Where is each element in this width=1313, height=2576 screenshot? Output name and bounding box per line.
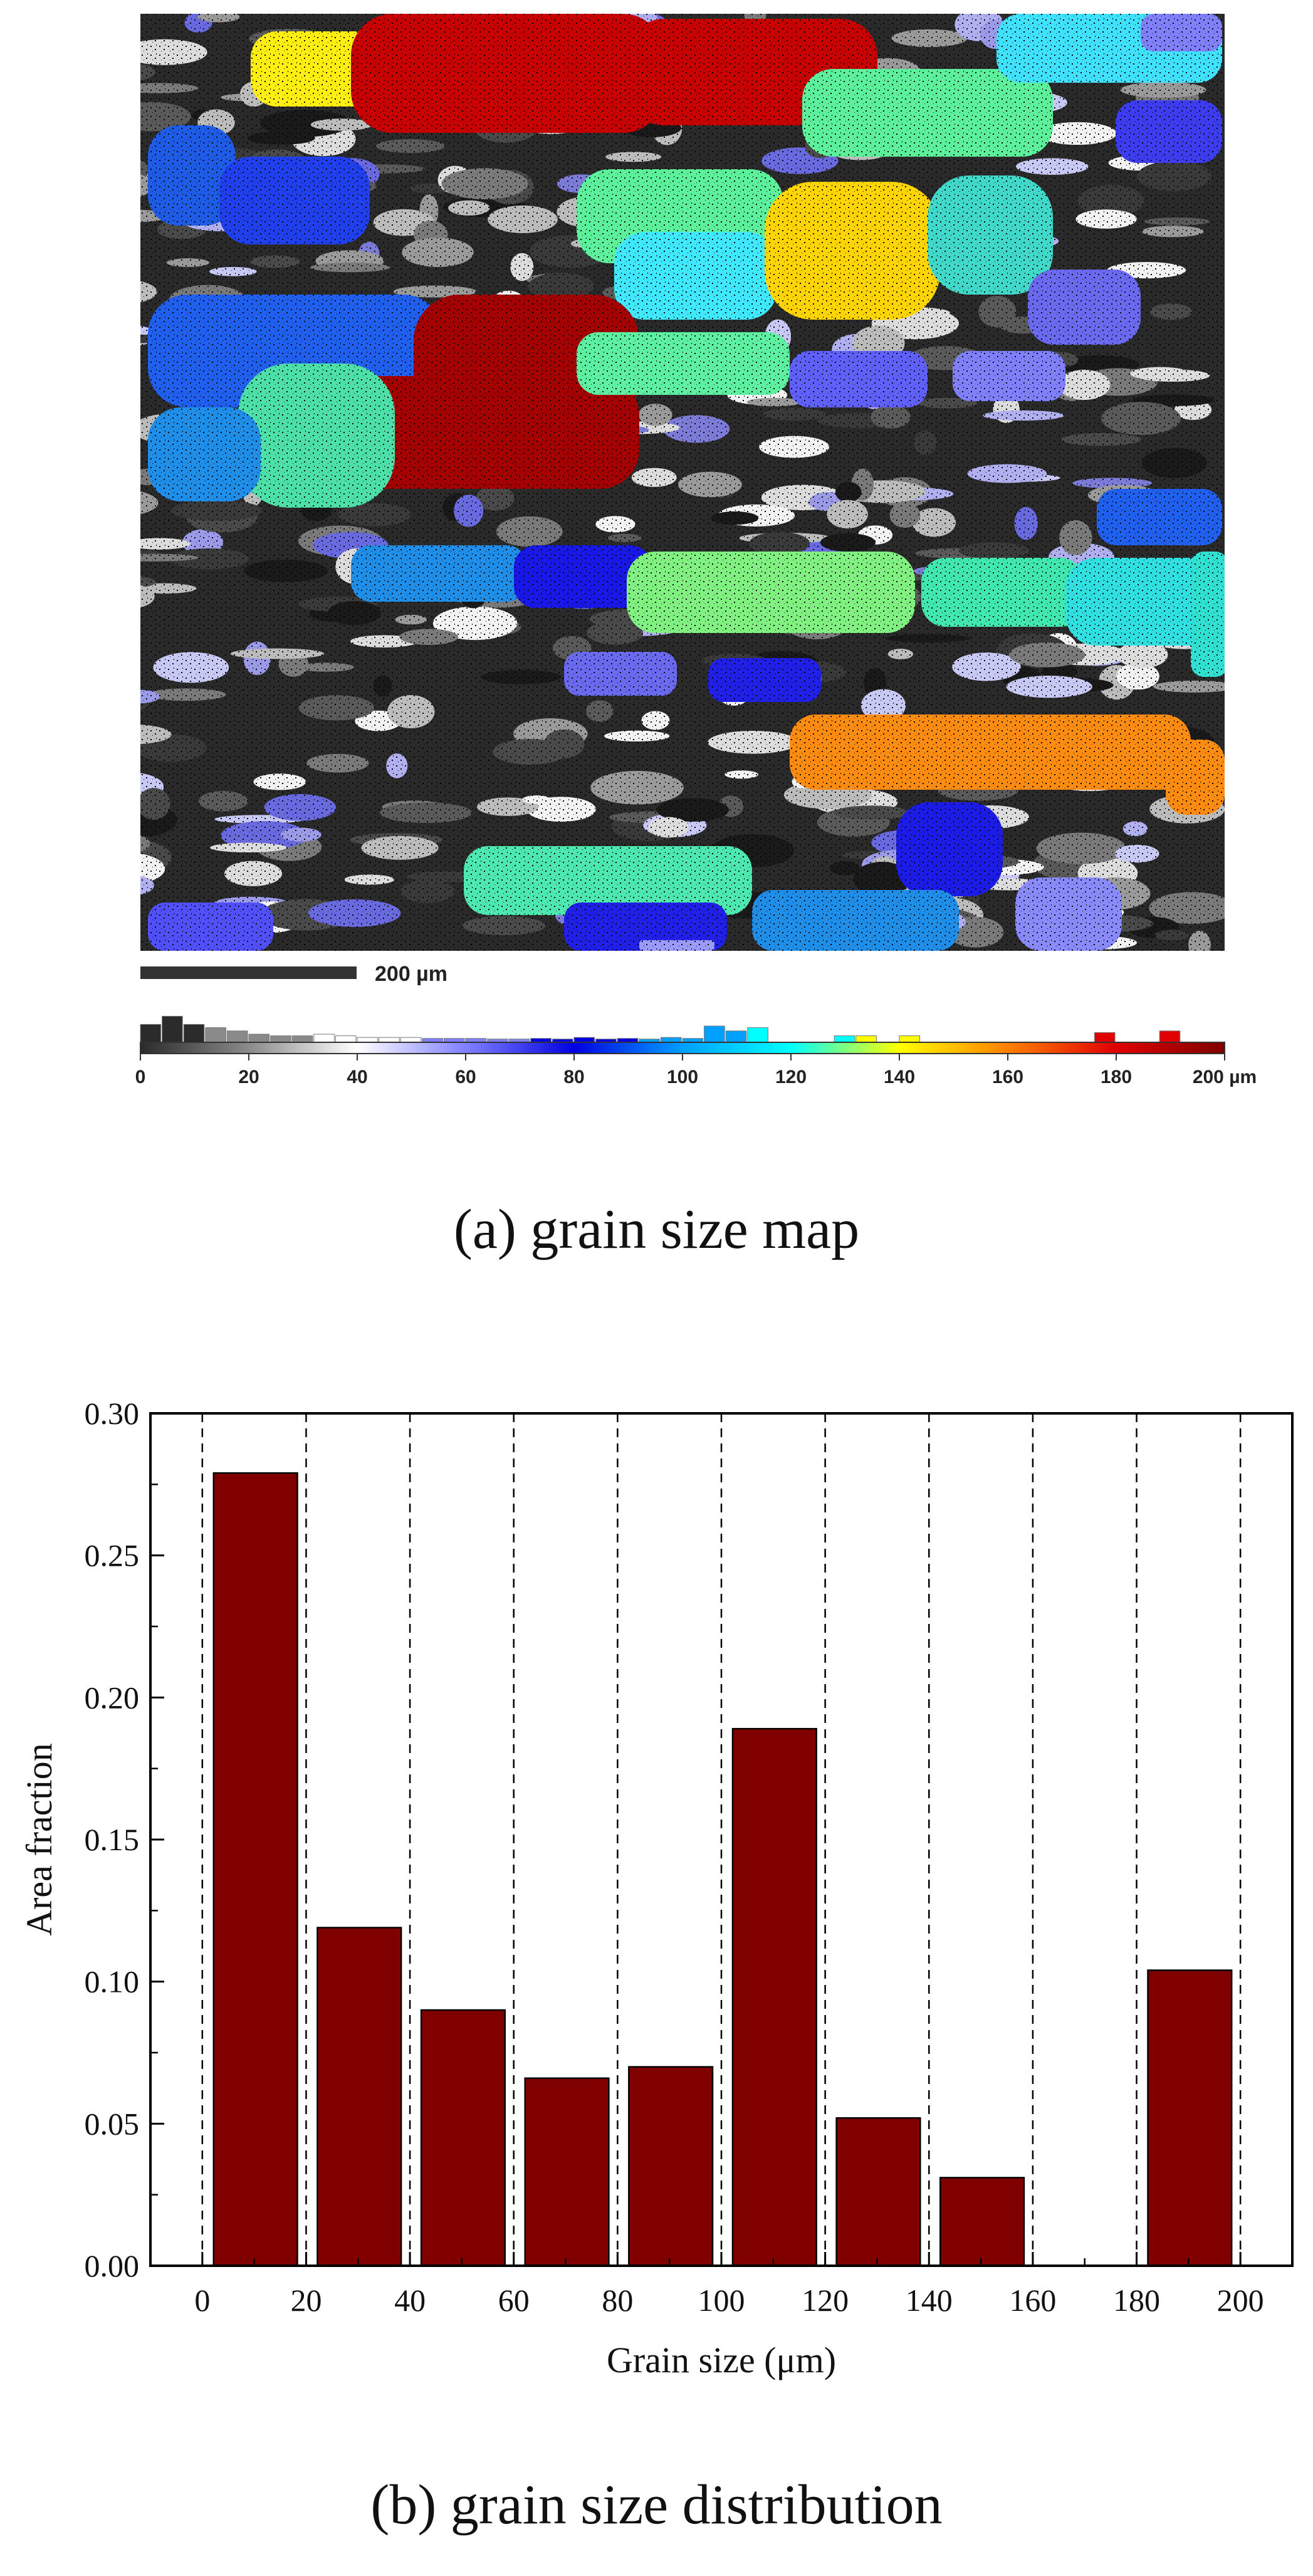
scale-bar-line <box>140 966 357 979</box>
x-axis-label: Grain size (μm) <box>607 2340 836 2380</box>
y-tick-label: 0.15 <box>85 1822 140 1857</box>
legend-histogram <box>140 1015 1181 1043</box>
legend-hist-bar <box>573 1037 595 1043</box>
legend-tick-label: 120 <box>775 1067 807 1087</box>
legend-hist-bar <box>313 1034 335 1043</box>
grain-size-map-figure: 200 µm 0 20 40 60 80 100 120 140 160 180 200 µm <box>102 14 1257 1087</box>
bars <box>212 1472 1233 2267</box>
legend-tick-label: 180 <box>1101 1067 1132 1087</box>
x-axis-ticks: 0 20 40 60 80 100 120 140 160 180 200 <box>149 2252 1294 2318</box>
legend-hist-bar <box>1094 1032 1116 1043</box>
legend-tick-label: 60 <box>455 1067 476 1087</box>
caption-a: (a) grain size map <box>453 1198 860 1260</box>
legend-tick-label: 80 <box>563 1067 584 1087</box>
bar <box>212 1472 298 2267</box>
bar <box>628 2066 714 2267</box>
bar <box>524 2077 610 2267</box>
bin-dashed-lines <box>201 1413 1242 2266</box>
legend-hist-bar <box>834 1035 855 1043</box>
grain-map-image <box>102 14 1225 951</box>
x-tick-label: 80 <box>602 2283 633 2318</box>
y-axis-label: Area fraction <box>19 1743 60 1936</box>
legend-hist-bar <box>162 1015 183 1043</box>
y-tick-label: 0.30 <box>85 1396 140 1431</box>
legend-hist-bar <box>140 1024 162 1043</box>
legend-hist-bar <box>226 1030 248 1043</box>
legend-hist-bar <box>248 1034 270 1043</box>
legend-hist-bar <box>357 1037 379 1043</box>
x-tick-label: 140 <box>906 2283 953 2318</box>
y-tick-label: 0.10 <box>85 1964 140 1999</box>
grain-size-distribution-chart: 0 20 40 60 80 100 120 140 160 180 200 0.00 0.05 0.10… <box>19 1396 1294 2380</box>
bar <box>731 1727 817 2267</box>
bar <box>316 1927 402 2267</box>
legend-hist-bar <box>205 1027 226 1043</box>
bar <box>420 2009 506 2267</box>
legend-hist-bar <box>291 1035 313 1043</box>
y-tick-label: 0.25 <box>85 1538 140 1573</box>
x-tick-label: 180 <box>1113 2283 1160 2318</box>
caption-b: (b) grain size distribution <box>370 2474 943 2536</box>
y-tick-label: 0.05 <box>85 2106 140 2141</box>
legend-hist-bar <box>855 1035 877 1043</box>
legend-hist-bar <box>899 1035 921 1043</box>
x-tick-label: 0 <box>194 2283 210 2318</box>
legend-tick-label: 200 µm <box>1193 1067 1257 1087</box>
legend-tick-label: 20 <box>238 1067 259 1087</box>
legend-hist-bar <box>725 1030 747 1043</box>
x-tick-label: 40 <box>394 2283 426 2318</box>
x-tick-label: 160 <box>1009 2283 1056 2318</box>
small-grain <box>108 484 128 508</box>
legend-hist-bar <box>379 1037 400 1043</box>
y-tick-label: 0.20 <box>85 1680 140 1715</box>
legend-hist-bar <box>335 1035 357 1043</box>
x-tick-label: 100 <box>698 2283 745 2318</box>
legend-hist-bar <box>660 1037 682 1043</box>
small-grain <box>102 272 134 298</box>
bar <box>1147 1969 1233 2267</box>
legend-tick-labels: 0 20 40 60 80 100 120 140 160 180 200 µm <box>135 1054 1257 1087</box>
legend-tick-label: 40 <box>347 1067 367 1087</box>
legend-hist-bar <box>704 1025 725 1043</box>
x-tick-label: 20 <box>290 2283 322 2318</box>
legend-tick-label: 0 <box>135 1067 146 1087</box>
legend-hist-bar <box>400 1037 422 1043</box>
y-axis-ticks: 0.00 0.05 0.10 0.15 0.20 0.25 0.30 <box>85 1396 164 2283</box>
x-tick-label: 60 <box>498 2283 530 2318</box>
legend-hist-bar <box>1159 1030 1181 1043</box>
legend-hist-bar <box>183 1024 205 1043</box>
scale-bar <box>140 966 357 979</box>
legend-colorbar <box>140 1042 1225 1054</box>
x-tick-label: 120 <box>802 2283 849 2318</box>
grain-boundary-speckle <box>140 14 1225 951</box>
scale-bar-label: 200 µm <box>375 962 447 986</box>
grain-size-map-panel: 200 µm 0 20 40 60 80 100 120 140 160 180 200 µm (a… <box>102 14 1257 1260</box>
bar <box>939 2177 1025 2267</box>
bar <box>835 2117 921 2267</box>
legend-hist-bar <box>270 1035 291 1043</box>
small-grain <box>140 689 150 711</box>
legend-hist-bar <box>747 1027 768 1043</box>
x-tick-label: 200 <box>1217 2283 1264 2318</box>
y-tick-label: 0.00 <box>85 2248 140 2283</box>
legend-tick-label: 160 <box>992 1067 1023 1087</box>
legend-tick-label: 100 <box>667 1067 698 1087</box>
legend-tick-label: 140 <box>884 1067 915 1087</box>
